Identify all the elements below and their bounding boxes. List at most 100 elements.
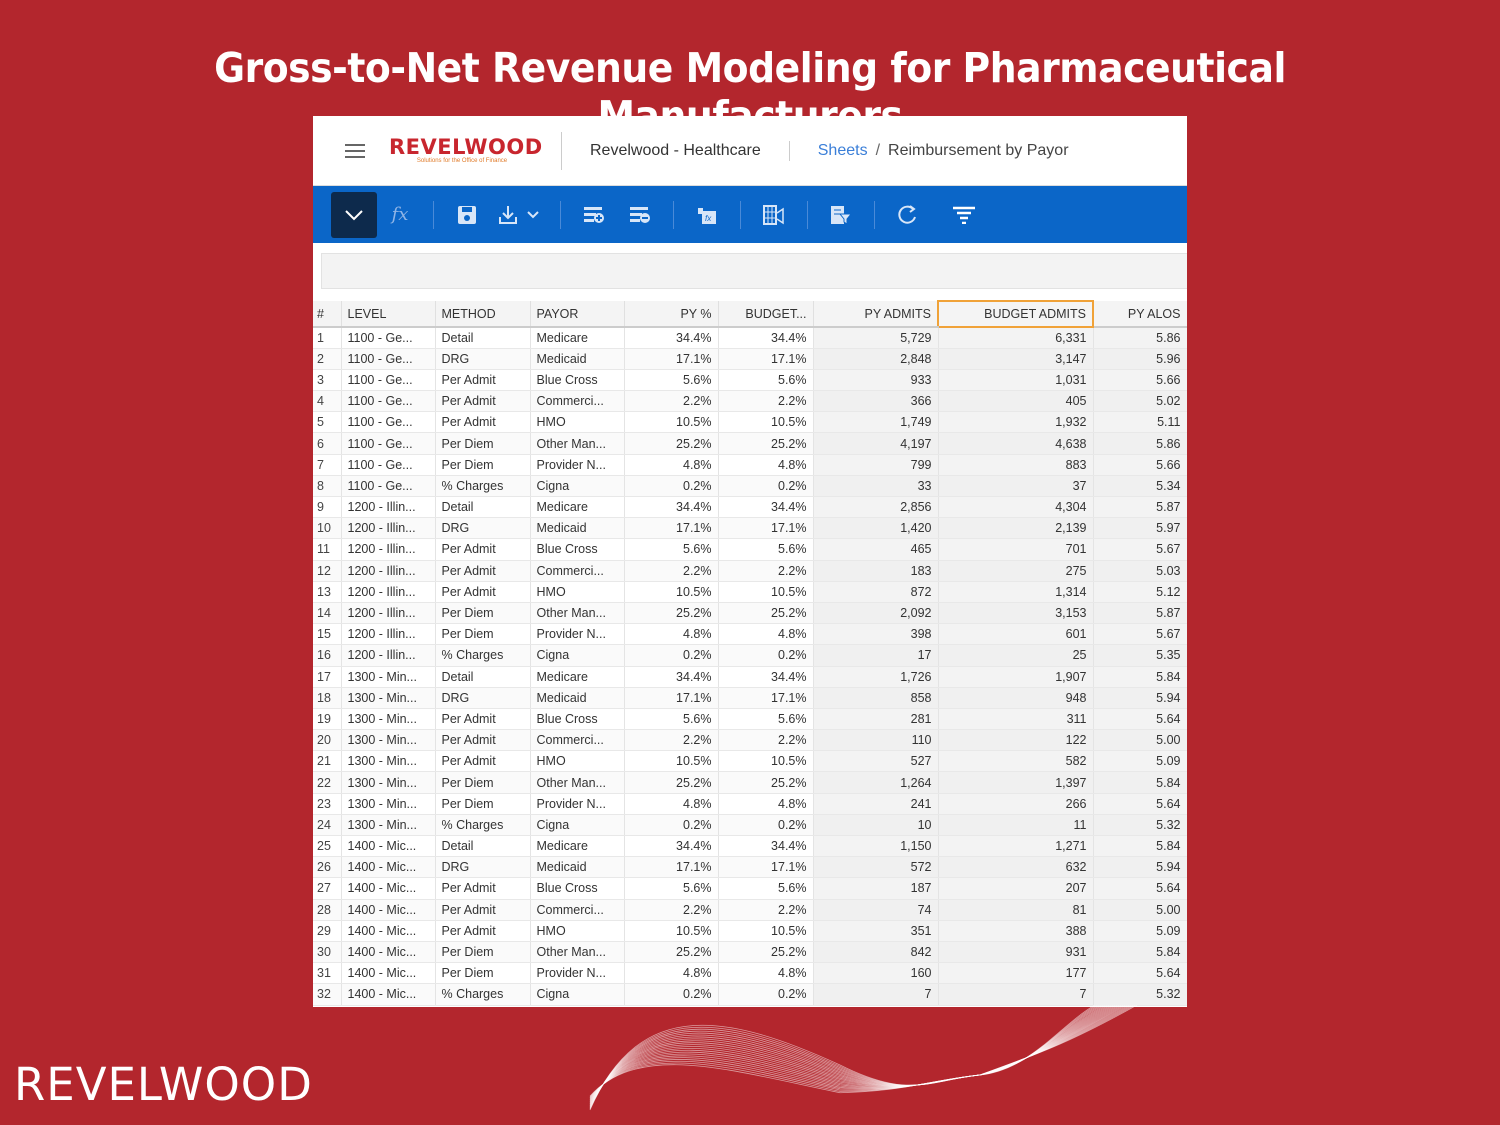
budget-admits-cell[interactable]: 948: [938, 687, 1094, 709]
column-header-budget-admits[interactable]: BUDGET ADMITS: [937, 300, 1094, 328]
method-cell[interactable]: Per Diem: [435, 623, 531, 646]
py-admits-cell[interactable]: 2,848: [813, 348, 939, 370]
table-row[interactable]: 16 1200 - Illin...% Charges Cigna 0.2% 0.2% 1…: [313, 644, 1187, 667]
budget-percent-cell[interactable]: 10.5%: [718, 920, 814, 942]
method-cell[interactable]: Per Admit: [435, 581, 531, 603]
method-cell[interactable]: Per Admit: [435, 750, 531, 773]
payor-cell[interactable]: Medicaid: [530, 856, 625, 879]
budget-percent-cell[interactable]: 2.2%: [718, 560, 814, 582]
budget-admits-cell[interactable]: 931: [938, 941, 1094, 964]
py-alos-cell[interactable]: 5.84: [1093, 835, 1187, 858]
budget-admits-cell[interactable]: 4,304: [938, 496, 1094, 519]
py-admits-cell[interactable]: 5,729: [813, 327, 939, 349]
py-alos-cell[interactable]: 5.84: [1093, 771, 1187, 794]
py-admits-cell[interactable]: 1,749: [813, 411, 939, 434]
row-number[interactable]: 8: [313, 475, 342, 498]
payor-cell[interactable]: Other Man...: [530, 771, 625, 794]
py-admits-cell[interactable]: 1,420: [813, 517, 939, 540]
column-header-py[interactable]: PY %: [624, 301, 719, 328]
method-cell[interactable]: Per Admit: [435, 920, 531, 942]
method-cell[interactable]: % Charges: [435, 814, 531, 837]
remove-row-icon[interactable]: [617, 192, 663, 238]
table-row[interactable]: 12 1200 - Illin... Per Admit Commerci... 2.2…: [313, 560, 1187, 582]
py-alos-cell[interactable]: 5.34: [1093, 475, 1187, 498]
budget-admits-cell[interactable]: 266: [938, 793, 1094, 815]
budget-percent-cell[interactable]: 25.2%: [718, 432, 814, 455]
py-alos-cell[interactable]: 5.32: [1093, 983, 1187, 1006]
budget-percent-cell[interactable]: 25.2%: [718, 771, 814, 794]
method-cell[interactable]: % Charges: [435, 983, 531, 1006]
payor-cell[interactable]: Provider N...: [530, 962, 625, 985]
payor-cell[interactable]: Cigna: [530, 644, 625, 667]
method-cell[interactable]: DRG: [435, 687, 531, 709]
method-cell[interactable]: Detail: [435, 835, 531, 858]
budget-percent-cell[interactable]: 2.2%: [718, 899, 814, 921]
budget-admits-cell[interactable]: 275: [938, 560, 1094, 582]
refresh-icon[interactable]: [885, 192, 931, 238]
payor-cell[interactable]: Medicare: [530, 666, 625, 688]
level-cell[interactable]: 1100 - Ge...: [341, 369, 436, 392]
py-alos-cell[interactable]: 5.96: [1093, 348, 1187, 370]
py-admits-cell[interactable]: 465: [813, 538, 939, 561]
budget-admits-cell[interactable]: 1,031: [938, 369, 1094, 392]
budget-admits-cell[interactable]: 582: [938, 750, 1094, 773]
budget-admits-cell[interactable]: 122: [938, 729, 1094, 752]
payor-cell[interactable]: Medicare: [530, 835, 625, 858]
py-percent-cell[interactable]: 5.6%: [624, 538, 719, 561]
py-admits-cell[interactable]: 17: [813, 644, 939, 667]
py-percent-cell[interactable]: 34.4%: [624, 496, 719, 519]
budget-percent-cell[interactable]: 34.4%: [718, 496, 814, 519]
py-percent-cell[interactable]: 10.5%: [624, 581, 719, 603]
budget-percent-cell[interactable]: 17.1%: [718, 856, 814, 879]
py-alos-cell[interactable]: 5.64: [1093, 962, 1187, 985]
row-number[interactable]: 23: [313, 793, 342, 815]
method-cell[interactable]: DRG: [435, 517, 531, 540]
table-row[interactable]: 8 1100 - Ge...% Charges Cigna 0.2% 0.2% 33 37 5…: [313, 475, 1187, 498]
budget-admits-cell[interactable]: 3,153: [938, 602, 1094, 625]
budget-percent-cell[interactable]: 4.8%: [718, 962, 814, 985]
method-cell[interactable]: Per Diem: [435, 432, 531, 455]
payor-cell[interactable]: Medicaid: [530, 517, 625, 540]
py-alos-cell[interactable]: 5.02: [1093, 390, 1187, 413]
table-row[interactable]: 20 1300 - Min... Per Admit Commerci... 2.2% 2…: [313, 729, 1187, 752]
py-percent-cell[interactable]: 0.2%: [624, 983, 719, 1006]
py-percent-cell[interactable]: 25.2%: [624, 771, 719, 794]
table-row[interactable]: 11 1200 - Illin... Per Admit Blue Cross 5.6%…: [313, 538, 1187, 561]
payor-cell[interactable]: HMO: [530, 920, 625, 942]
py-percent-cell[interactable]: 17.1%: [624, 348, 719, 370]
py-percent-cell[interactable]: 2.2%: [624, 560, 719, 582]
py-percent-cell[interactable]: 0.2%: [624, 644, 719, 667]
budget-admits-cell[interactable]: 177: [938, 962, 1094, 985]
budget-percent-cell[interactable]: 25.2%: [718, 602, 814, 625]
payor-cell[interactable]: Provider N...: [530, 793, 625, 815]
py-alos-cell[interactable]: 5.84: [1093, 666, 1187, 688]
table-row[interactable]: 2 1100 - Ge... DRG Medicaid 17.1% 17.1% 2,848 3…: [313, 348, 1187, 370]
budget-percent-cell[interactable]: 2.2%: [718, 390, 814, 413]
column-header-py-alos[interactable]: PY ALOS: [1093, 301, 1187, 328]
filter-icon[interactable]: [941, 192, 987, 238]
py-percent-cell[interactable]: 34.4%: [624, 666, 719, 688]
row-number[interactable]: 15: [313, 623, 342, 646]
method-cell[interactable]: Per Admit: [435, 708, 531, 731]
method-cell[interactable]: Detail: [435, 666, 531, 688]
py-percent-cell[interactable]: 10.5%: [624, 411, 719, 434]
column-header-row-number[interactable]: #: [313, 301, 342, 328]
table-row[interactable]: 22 1300 - Min... Per Diem Other Man... 25.2%…: [313, 771, 1187, 794]
table-row[interactable]: 13 1200 - Illin... Per Admit HMO 10.5% 10.5% 8…: [313, 581, 1187, 603]
py-admits-cell[interactable]: 842: [813, 941, 939, 964]
py-alos-cell[interactable]: 5.67: [1093, 623, 1187, 646]
py-admits-cell[interactable]: 1,150: [813, 835, 939, 858]
py-alos-cell[interactable]: 5.67: [1093, 538, 1187, 561]
payor-cell[interactable]: Blue Cross: [530, 538, 625, 561]
level-cell[interactable]: 1200 - Illin...: [341, 517, 436, 540]
py-percent-cell[interactable]: 0.2%: [624, 814, 719, 837]
method-cell[interactable]: Per Diem: [435, 793, 531, 815]
py-admits-cell[interactable]: 858: [813, 687, 939, 709]
budget-admits-cell[interactable]: 3,147: [938, 348, 1094, 370]
payor-cell[interactable]: Commerci...: [530, 390, 625, 413]
py-alos-cell[interactable]: 5.87: [1093, 496, 1187, 519]
budget-percent-cell[interactable]: 10.5%: [718, 750, 814, 773]
method-cell[interactable]: Per Admit: [435, 729, 531, 752]
row-number[interactable]: 30: [313, 941, 342, 964]
py-percent-cell[interactable]: 4.8%: [624, 623, 719, 646]
